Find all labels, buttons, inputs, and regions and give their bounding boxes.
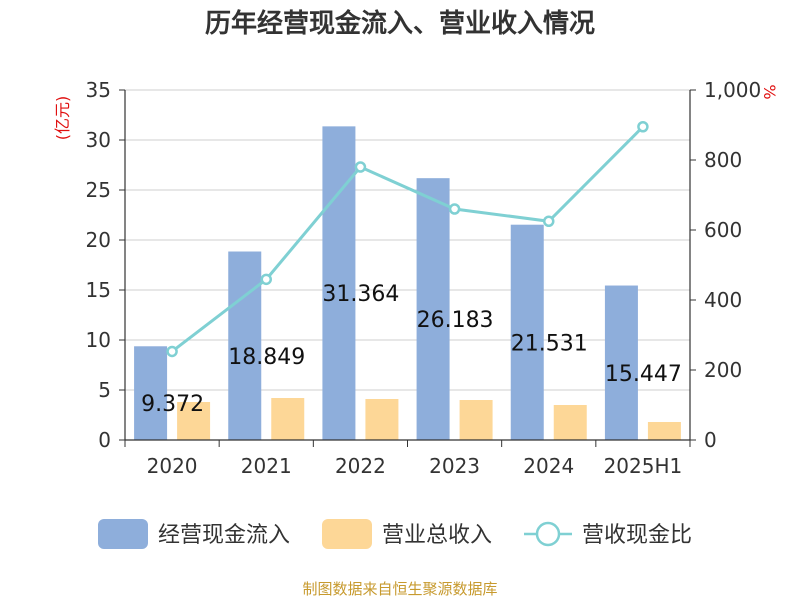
- data-label: 31.364: [322, 282, 399, 307]
- bar-series-0: [416, 178, 450, 441]
- right-tick-label: 1,000: [704, 78, 761, 102]
- left-tick-label: 30: [86, 128, 111, 152]
- right-tick-label: 400: [704, 288, 742, 312]
- x-tick-label: 2021: [241, 454, 292, 478]
- data-label: 18.849: [228, 345, 305, 370]
- line-point: [637, 121, 649, 133]
- bar-series-0: [604, 285, 638, 440]
- data-label: 9.372: [141, 392, 204, 417]
- left-tick-label: 0: [98, 428, 111, 452]
- left-tick-label: 10: [86, 328, 111, 352]
- bar-series-1: [647, 422, 681, 440]
- left-tick-label: 20: [86, 228, 111, 252]
- line-point: [260, 273, 272, 286]
- data-label: 26.183: [417, 308, 494, 333]
- chart-title: 历年经营现金流入、营业收入情况: [205, 8, 595, 39]
- right-tick-label: 0: [704, 428, 717, 452]
- bar-series-1: [271, 398, 305, 440]
- left-tick-label: 15: [86, 278, 111, 302]
- right-axis-unit: %: [760, 84, 779, 99]
- left-tick-label: 25: [86, 178, 111, 202]
- left-tick-label: 5: [98, 378, 111, 402]
- legend: 经营现金流入 营业总收入 营收现金比: [98, 519, 692, 549]
- legend-swatch-1: [322, 519, 372, 549]
- x-tick-label: 2024: [523, 454, 574, 478]
- left-tick-label: 35: [86, 78, 111, 102]
- line-point: [354, 161, 367, 173]
- right-tick-label: 200: [704, 358, 742, 382]
- ratio-line: [166, 121, 649, 358]
- legend-label: 营收现金比: [582, 523, 692, 548]
- right-tick-label: 600: [704, 218, 742, 242]
- line-series-2: [171, 125, 644, 353]
- x-tick-label: 2023: [429, 454, 480, 478]
- legend-label: 经营现金流入: [158, 523, 290, 548]
- bar-series-1: [177, 402, 211, 440]
- data-label: 21.531: [511, 331, 588, 356]
- source-note: 制图数据来自恒生聚源数据库: [302, 580, 497, 598]
- bars: [134, 126, 681, 441]
- data-labels: 9.372 18.849 31.364 26.183 21.531 15.447: [141, 282, 682, 417]
- bar-series-1: [553, 405, 587, 440]
- line-point: [448, 203, 461, 215]
- data-label: 15.447: [605, 362, 682, 387]
- axes: 0 5 10 15 20 25 30 35 0 200 400 600 800 1,000 2020 2021…: [86, 78, 762, 478]
- left-axis-unit: (亿元): [53, 96, 72, 141]
- legend-marker-2: [535, 521, 561, 547]
- bar-series-0: [510, 224, 544, 440]
- bar-series-0: [228, 251, 262, 440]
- right-tick-label: 800: [704, 148, 742, 172]
- x-tick-label: 2022: [335, 454, 386, 478]
- bar-series-1: [365, 399, 399, 440]
- bar-series-1: [459, 400, 493, 440]
- legend-swatch-0: [98, 519, 148, 549]
- x-tick-label: 2020: [147, 454, 198, 478]
- bar-series-0: [134, 346, 168, 440]
- line-point: [543, 215, 555, 227]
- gridlines: [125, 89, 690, 441]
- line-point: [166, 345, 178, 358]
- x-tick-label: 2025H1: [604, 454, 683, 478]
- legend-label: 营业总收入: [382, 523, 492, 548]
